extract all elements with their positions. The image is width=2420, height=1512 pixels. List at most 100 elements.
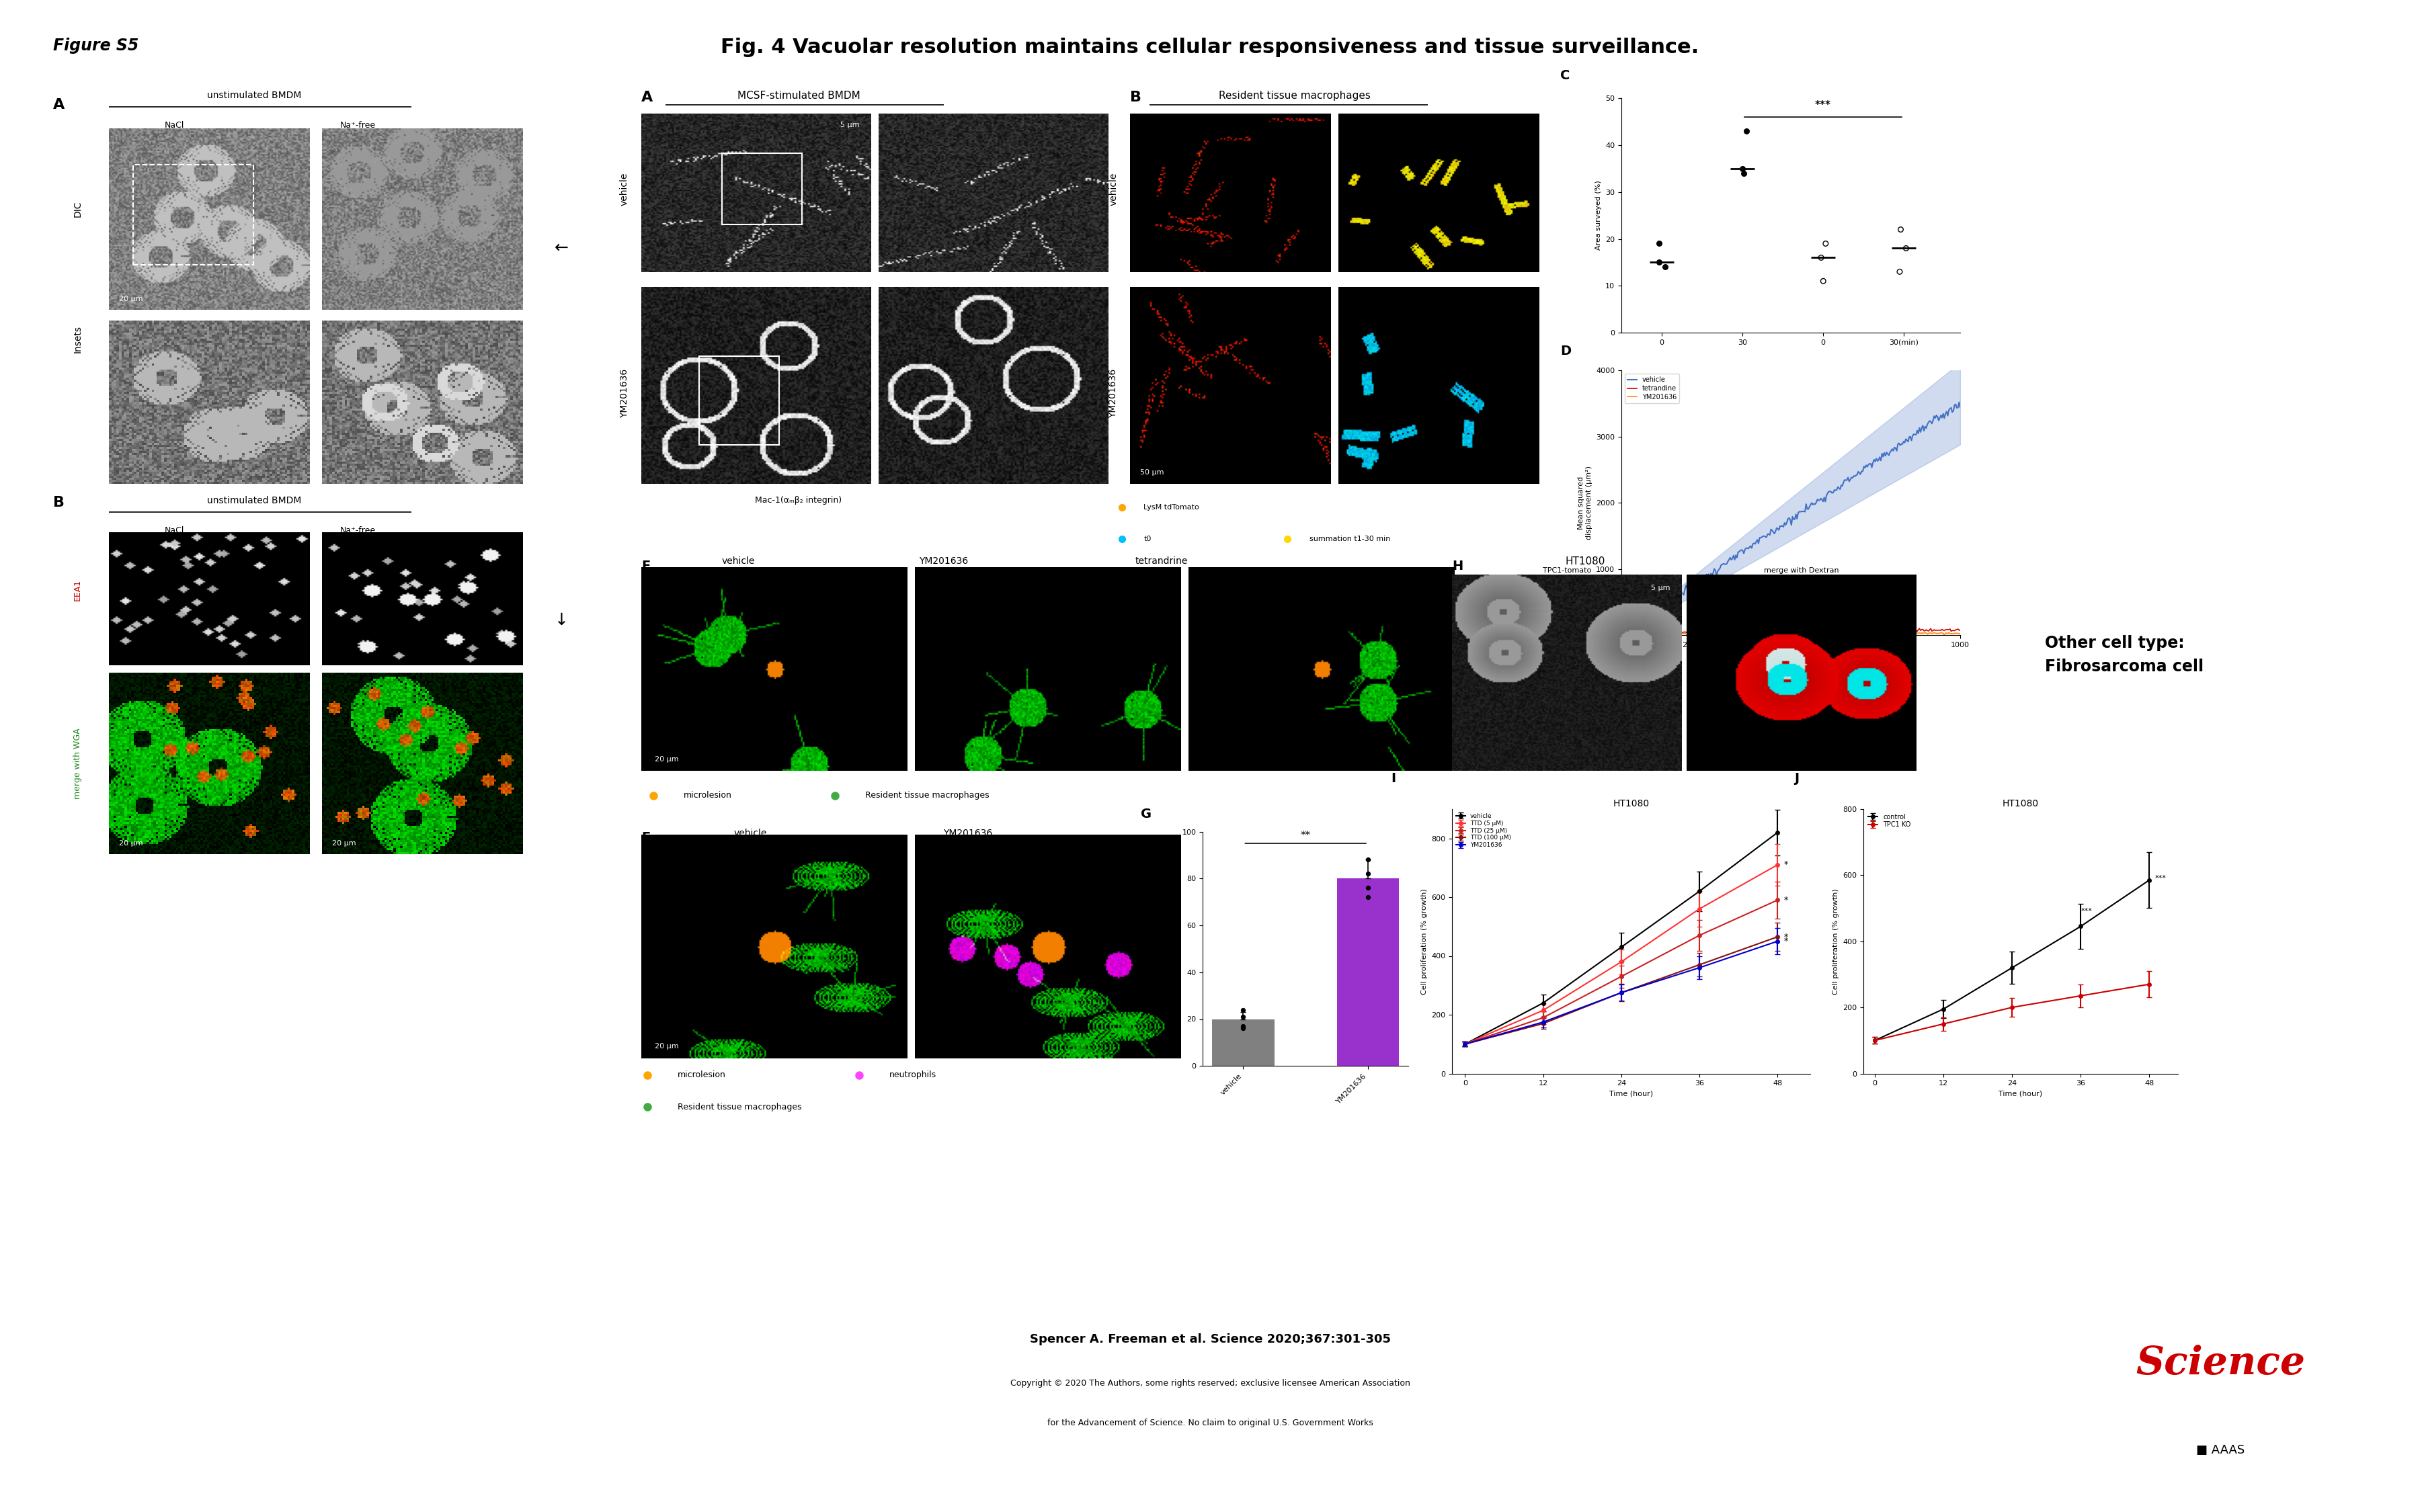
Text: *: * [1784, 895, 1788, 904]
Point [1348, 885, 1387, 909]
YM201636 [1917, 624, 1946, 643]
Bar [1212, 1019, 1275, 1066]
Text: ***: *** [2081, 909, 2093, 915]
Text: A: A [53, 98, 65, 112]
Text: ***: *** [1815, 100, 1832, 110]
Text: F: F [641, 832, 651, 844]
Text: Figure S5: Figure S5 [53, 38, 138, 54]
Text: tetrandrine: tetrandrine [1135, 556, 1188, 565]
Point [1888, 236, 1926, 260]
Text: vehicle: vehicle [1689, 389, 1716, 396]
Text: vehicle: vehicle [1108, 172, 1118, 206]
Text: YM201636: YM201636 [920, 556, 968, 565]
Y-axis label: Mean squared
displacement (μm²): Mean squared displacement (μm²) [1578, 466, 1592, 540]
Text: G: G [1142, 807, 1152, 820]
YM201636 [1815, 624, 1844, 643]
Text: vehicle: vehicle [721, 556, 755, 565]
Point [1641, 249, 1679, 275]
Text: Mac-1(αₘβ₂ integrin): Mac-1(αₘβ₂ integrin) [755, 496, 842, 505]
Point [1880, 260, 1919, 284]
Text: 20 μm: 20 μm [119, 296, 143, 302]
Point [1225, 1004, 1263, 1028]
Text: *: * [1784, 933, 1788, 940]
YM201636 [1607, 624, 1636, 643]
Text: 20 μm: 20 μm [332, 841, 356, 847]
Text: NaCl: NaCl [165, 526, 184, 535]
Text: Insets: Insets [73, 325, 82, 352]
Point [1348, 862, 1387, 886]
Legend: vehicle, tetrandine, YM201636: vehicle, tetrandine, YM201636 [1624, 373, 1679, 404]
X-axis label: Time (s): Time (s) [1776, 652, 1805, 659]
Text: microlesion: microlesion [682, 791, 731, 800]
tetrandine [1808, 621, 1837, 640]
Text: E: E [641, 559, 651, 572]
Point [1805, 231, 1844, 256]
Text: microlesion: microlesion [678, 1070, 726, 1080]
Text: A: A [641, 91, 653, 104]
Point [1803, 245, 1842, 269]
Text: *: * [1784, 937, 1788, 945]
Y-axis label: swarming (%): swarming (%) [1171, 922, 1179, 975]
Point [1728, 119, 1767, 144]
Point [1880, 218, 1919, 242]
Text: vehicle: vehicle [620, 172, 629, 206]
Text: EEA1: EEA1 [73, 579, 82, 600]
Text: neutrophils: neutrophils [891, 1070, 937, 1080]
Text: Resident tissue macrophages: Resident tissue macrophages [866, 791, 990, 800]
Text: MCSF-stimulated BMDM: MCSF-stimulated BMDM [738, 91, 859, 101]
Text: LysM tdTomato: LysM tdTomato [1145, 503, 1200, 511]
Point [1723, 162, 1762, 186]
Text: 50 μm: 50 μm [1140, 469, 1164, 476]
Text: ■ AAAS: ■ AAAS [2195, 1444, 2246, 1456]
Y-axis label: Cell proliferation (% growth): Cell proliferation (% growth) [1421, 888, 1428, 995]
Point [1225, 998, 1263, 1022]
vehicle [1914, 413, 1943, 431]
Text: ←: ← [554, 240, 569, 256]
Text: Science: Science [2134, 1344, 2304, 1382]
Title: HT1080: HT1080 [1612, 798, 1650, 807]
Text: H: H [1452, 559, 1464, 572]
Text: **: ** [1300, 832, 1312, 841]
YM201636 [1946, 624, 1975, 643]
YM201636 [1885, 623, 1914, 641]
Text: DIC: DIC [73, 201, 82, 216]
Y-axis label: Area surveyed (%): Area surveyed (%) [1595, 180, 1602, 251]
Y-axis label: Cell proliferation (% growth): Cell proliferation (% growth) [1832, 888, 1839, 995]
Line: tetrandine: tetrandine [1621, 629, 1960, 634]
Point [1723, 156, 1762, 180]
tetrandine [1914, 621, 1943, 640]
Point [1638, 231, 1677, 256]
Text: *: * [1784, 860, 1788, 869]
Point [1803, 269, 1842, 293]
Text: J: J [1793, 773, 1798, 785]
Text: 20 μm: 20 μm [653, 1043, 678, 1049]
tetrandine [1892, 621, 1921, 640]
Text: B: B [53, 496, 65, 510]
X-axis label: Time (hour): Time (hour) [1609, 1090, 1653, 1098]
vehicle [1808, 490, 1837, 508]
tetrandine [1607, 623, 1636, 641]
Point [1646, 256, 1684, 280]
YM201636 [1607, 624, 1636, 643]
tetrandine [1810, 621, 1839, 640]
Bar [699, 355, 779, 445]
Text: Resident tissue macrophages: Resident tissue macrophages [678, 1102, 801, 1111]
Text: t0: t0 [1145, 535, 1152, 543]
Legend: vehicle, TTD (5 μM), TTD (25 μM), TTD (100 μM), YM201636: vehicle, TTD (5 μM), TTD (25 μM), TTD (1… [1454, 812, 1513, 850]
vehicle [1607, 621, 1636, 640]
vehicle [1808, 493, 1837, 511]
tetrandine [1917, 620, 1946, 638]
Text: for the Advancement of Science. No claim to original U.S. Government Works: for the Advancement of Science. No claim… [1048, 1418, 1372, 1427]
tetrandine [1946, 621, 1975, 640]
Text: Fig. 4 Vacuolar resolution maintains cellular responsiveness and tissue surveill: Fig. 4 Vacuolar resolution maintains cel… [721, 38, 1699, 57]
Text: 5 μm: 5 μm [840, 121, 859, 129]
Text: merge with WGA: merge with WGA [73, 729, 82, 798]
Title: TPC1-tomato: TPC1-tomato [1542, 567, 1592, 575]
Bar [1336, 878, 1399, 1066]
Text: summation t1-30 min: summation t1-30 min [1309, 535, 1389, 543]
vehicle [1892, 431, 1921, 449]
X-axis label: Time (hour): Time (hour) [1999, 1090, 2042, 1098]
Text: D: D [1561, 345, 1571, 357]
Text: NaCl: NaCl [165, 121, 184, 130]
Text: 20 μm: 20 μm [653, 756, 678, 764]
